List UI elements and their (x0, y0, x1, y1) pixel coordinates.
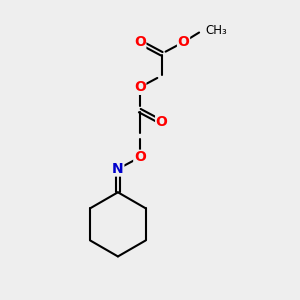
Text: O: O (134, 35, 146, 49)
Text: O: O (134, 80, 146, 94)
Text: O: O (134, 150, 146, 164)
Text: O: O (156, 115, 168, 129)
Text: CH₃: CH₃ (206, 24, 227, 37)
Text: N: N (112, 162, 124, 176)
Text: O: O (178, 35, 190, 49)
